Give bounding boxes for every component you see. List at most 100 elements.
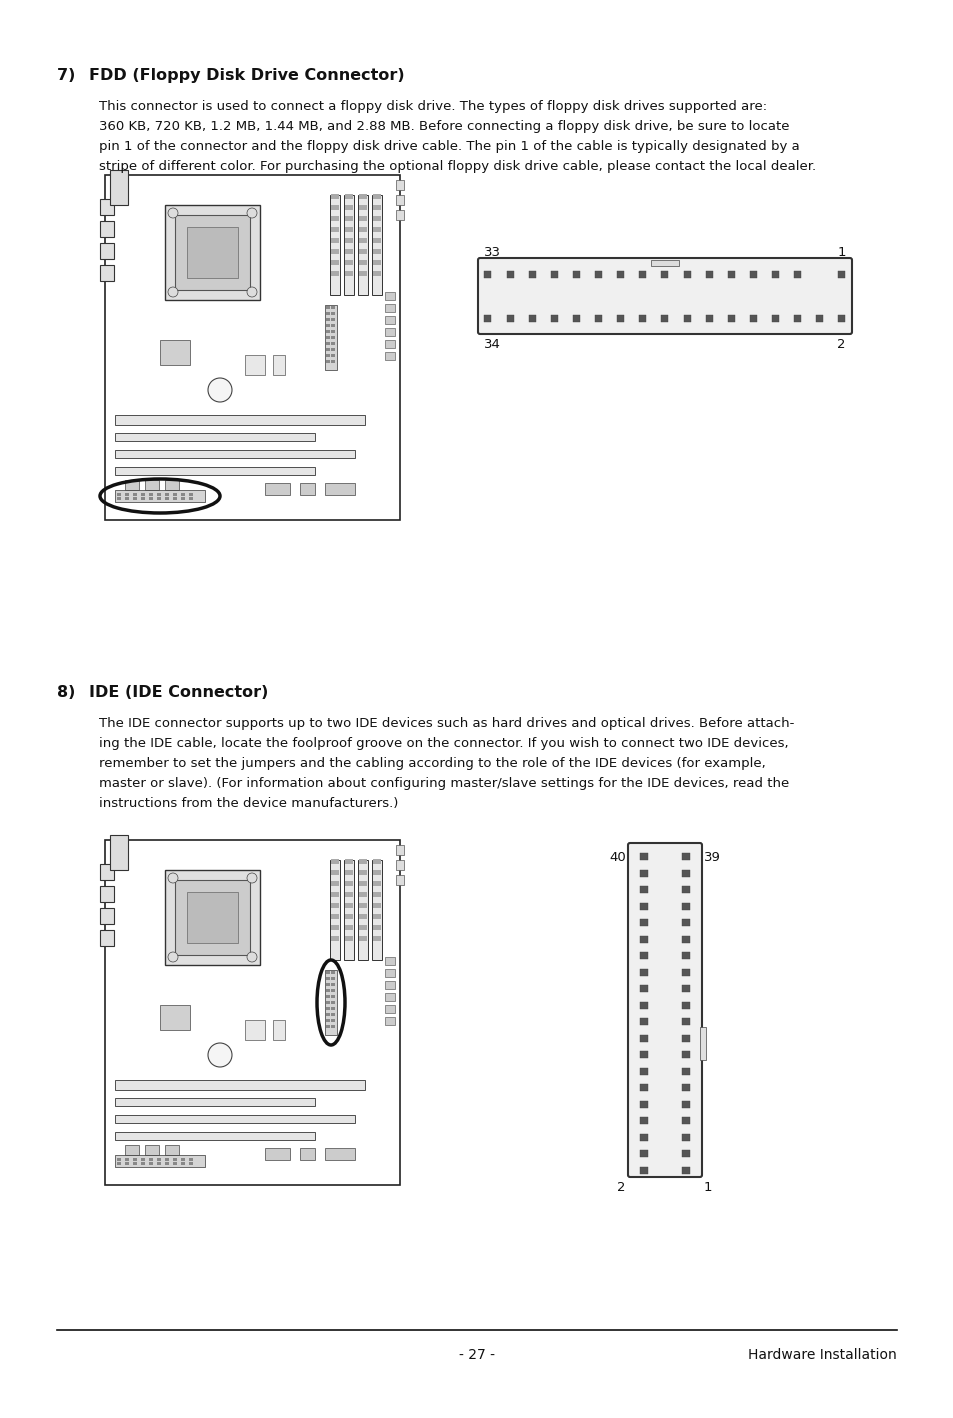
- Bar: [395, 845, 403, 855]
- Bar: [358, 206, 367, 210]
- Bar: [358, 881, 367, 886]
- Bar: [331, 306, 335, 309]
- Bar: [681, 1085, 689, 1092]
- Bar: [115, 1098, 314, 1106]
- Bar: [358, 859, 367, 864]
- Bar: [573, 271, 579, 278]
- Bar: [639, 1018, 647, 1025]
- Bar: [100, 908, 113, 925]
- Bar: [357, 859, 368, 960]
- Bar: [110, 835, 128, 871]
- Bar: [326, 1012, 330, 1017]
- Bar: [100, 221, 113, 237]
- Bar: [100, 199, 113, 216]
- FancyBboxPatch shape: [627, 842, 701, 1177]
- Bar: [345, 903, 353, 908]
- Text: 33: 33: [483, 245, 500, 259]
- Bar: [595, 271, 601, 278]
- Bar: [639, 1085, 647, 1092]
- Text: 8): 8): [57, 685, 92, 700]
- Bar: [331, 271, 338, 277]
- Bar: [115, 415, 365, 425]
- Bar: [326, 354, 330, 357]
- Bar: [373, 871, 380, 875]
- Bar: [373, 925, 380, 930]
- Bar: [245, 354, 265, 374]
- Bar: [794, 315, 801, 322]
- Bar: [385, 292, 395, 301]
- Bar: [117, 493, 121, 496]
- Bar: [331, 1020, 335, 1022]
- Bar: [373, 259, 380, 265]
- Bar: [115, 1081, 365, 1090]
- Bar: [149, 493, 152, 496]
- Bar: [700, 1027, 705, 1059]
- Bar: [373, 915, 380, 919]
- Bar: [573, 315, 579, 322]
- Bar: [816, 315, 822, 322]
- Bar: [681, 886, 689, 893]
- Bar: [132, 493, 137, 496]
- Bar: [110, 170, 128, 206]
- Bar: [189, 493, 193, 496]
- Bar: [326, 336, 330, 339]
- Bar: [344, 196, 354, 295]
- Bar: [639, 271, 646, 278]
- Bar: [681, 1117, 689, 1124]
- Circle shape: [168, 208, 178, 218]
- Bar: [681, 1150, 689, 1157]
- Bar: [172, 1161, 177, 1166]
- Bar: [681, 1068, 689, 1075]
- Bar: [506, 315, 513, 322]
- Bar: [484, 271, 491, 278]
- Bar: [683, 271, 690, 278]
- Bar: [345, 227, 353, 233]
- Bar: [331, 1012, 335, 1017]
- Bar: [326, 318, 330, 320]
- Bar: [358, 271, 367, 277]
- Bar: [345, 871, 353, 875]
- Circle shape: [208, 1044, 232, 1066]
- Bar: [115, 467, 314, 475]
- Bar: [838, 315, 844, 322]
- Bar: [345, 915, 353, 919]
- Bar: [331, 995, 335, 998]
- Bar: [705, 315, 712, 322]
- Bar: [639, 1150, 647, 1157]
- Bar: [373, 250, 380, 254]
- Bar: [149, 496, 152, 501]
- Bar: [115, 1156, 205, 1167]
- Bar: [395, 859, 403, 871]
- Bar: [165, 1144, 179, 1156]
- Bar: [331, 1001, 335, 1004]
- Bar: [105, 174, 399, 520]
- Bar: [681, 986, 689, 993]
- Bar: [344, 859, 354, 960]
- Bar: [681, 968, 689, 976]
- Bar: [358, 871, 367, 875]
- Bar: [105, 839, 399, 1185]
- Bar: [326, 1007, 330, 1010]
- Bar: [165, 1159, 169, 1161]
- Bar: [681, 1051, 689, 1058]
- Circle shape: [208, 379, 232, 401]
- Bar: [331, 323, 335, 328]
- Bar: [372, 196, 381, 295]
- Bar: [125, 496, 129, 501]
- Bar: [160, 1005, 190, 1029]
- Bar: [174, 881, 250, 954]
- Bar: [115, 450, 355, 458]
- Bar: [299, 1149, 314, 1160]
- Bar: [273, 354, 285, 374]
- Bar: [358, 903, 367, 908]
- Bar: [727, 315, 734, 322]
- Bar: [373, 271, 380, 277]
- Bar: [681, 1167, 689, 1174]
- Bar: [771, 271, 779, 278]
- Bar: [639, 1051, 647, 1058]
- Bar: [125, 493, 129, 496]
- Bar: [373, 227, 380, 233]
- Bar: [331, 238, 338, 242]
- Text: stripe of different color. For purchasing the optional floppy disk drive cable, : stripe of different color. For purchasin…: [99, 160, 815, 173]
- Bar: [160, 340, 190, 364]
